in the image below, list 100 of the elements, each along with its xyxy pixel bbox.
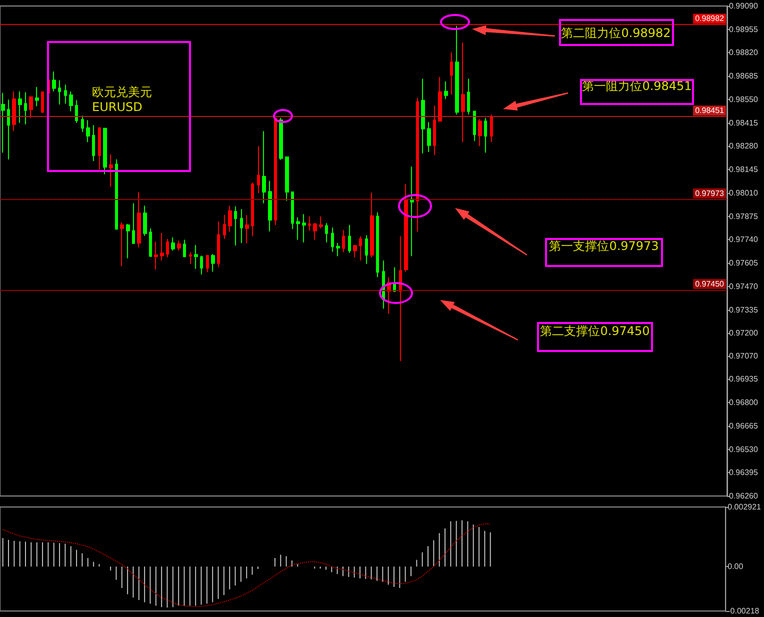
y-tick-label: 0.98010 (729, 188, 758, 198)
y-tick-label: 0.96935 (729, 374, 758, 384)
candlestick (189, 252, 192, 264)
ref-line-label: 0.98982 (695, 14, 725, 24)
y-tick-label: 0.96665 (729, 421, 758, 430)
ref-line-label: 0.97973 (695, 188, 725, 198)
candlestick (92, 124, 95, 162)
candlestick (336, 242, 340, 257)
y-tick-label: -0.00218 (728, 606, 760, 616)
candlestick (12, 90, 16, 132)
candlestick (478, 118, 482, 147)
candlestick (404, 184, 408, 272)
candlestick (416, 97, 419, 232)
ref-line-label: 0.97450 (695, 279, 725, 288)
candlestick (115, 158, 118, 230)
candlestick (399, 236, 402, 362)
y-tick-label: 0.98415 (729, 118, 758, 128)
candlestick (120, 222, 124, 267)
y-tick-label: 0.98685 (729, 72, 758, 81)
candlestick (52, 70, 56, 92)
candlestick (473, 110, 476, 142)
y-tick-label: 0.97335 (729, 305, 758, 314)
line-series (2, 523, 491, 608)
candlestick (302, 214, 306, 243)
y-tick-label: 0.97200 (729, 328, 758, 338)
candlestick (69, 90, 73, 112)
candlestick (217, 220, 220, 268)
candlestick (433, 105, 436, 156)
annotation: 第二阻力位0.98982 (561, 26, 671, 40)
candlestick (194, 244, 198, 270)
candlestick (166, 238, 169, 258)
candlestick (342, 230, 345, 253)
candlestick (1, 92, 5, 154)
candlestick (35, 86, 39, 107)
candlestick (319, 216, 323, 229)
candlestick (279, 117, 283, 160)
candlestick (467, 78, 470, 116)
candlestick (274, 117, 277, 226)
candlestick (427, 122, 431, 152)
y-tick-label: 0.97875 (729, 212, 758, 221)
candlestick (313, 222, 317, 240)
candlestick (223, 214, 226, 240)
y-tick-label: 0.97740 (729, 235, 758, 244)
candlestick (348, 224, 351, 254)
candlestick (86, 120, 90, 143)
y-tick-label: 0.96260 (729, 492, 758, 500)
candlestick (455, 25, 459, 116)
candlestick (257, 146, 260, 194)
annotation: 第一支撑位0.97973 (549, 239, 659, 253)
y-tick-label: 0.98550 (729, 95, 758, 104)
candlestick (490, 114, 493, 143)
candlestick (325, 222, 328, 243)
candlestick (58, 80, 61, 106)
candlestick (331, 226, 334, 252)
candlestick (291, 191, 294, 230)
candlestick (438, 76, 442, 122)
candlestick (421, 78, 425, 154)
ref-line-label: 0.98451 (695, 106, 725, 116)
y-tick-label: 0.96800 (729, 398, 758, 407)
candlestick (98, 127, 101, 170)
candlestick (132, 202, 135, 244)
candlestick (262, 130, 266, 204)
candlestick (484, 117, 487, 154)
candlestick (24, 92, 27, 125)
candlestick (200, 255, 203, 276)
candlestick (450, 52, 453, 96)
candlestick (183, 239, 186, 258)
y-tick-label: 0.97470 (729, 282, 758, 291)
y-tick-label: 0.98280 (729, 142, 758, 151)
candlestick (149, 228, 152, 258)
y-tick-label: 0.98820 (729, 48, 758, 58)
candlestick (376, 212, 379, 278)
candlestick (245, 214, 249, 244)
candlestick (177, 240, 181, 252)
candlestick (143, 205, 147, 236)
candlestick (211, 253, 215, 272)
candlestick (7, 99, 10, 160)
candlestick (103, 128, 107, 175)
annotation: 欧元兑美元 (92, 85, 152, 99)
candlestick (234, 206, 237, 246)
candlestick (154, 241, 158, 270)
y-tick-label: 0.97070 (729, 351, 758, 360)
y-tick-label: 0.99090 (729, 2, 758, 10)
candlestick (268, 180, 272, 232)
candlestick (18, 90, 22, 124)
candlestick (41, 92, 44, 114)
y-tick-label: 0.98955 (729, 24, 758, 34)
candlestick (251, 182, 254, 237)
y-tick-label: 0.96395 (729, 468, 758, 478)
candlestick (461, 42, 465, 143)
y-tick-label: 0.97605 (729, 258, 758, 268)
annotation: 第二支撑位0.97450 (540, 324, 650, 338)
candlestick (64, 84, 67, 104)
candlestick (353, 244, 357, 258)
candlestick (228, 205, 232, 232)
candlestick (29, 96, 33, 118)
candlestick (296, 216, 300, 240)
candlestick (160, 232, 164, 262)
candlestick (126, 223, 130, 259)
candlestick (359, 236, 362, 262)
